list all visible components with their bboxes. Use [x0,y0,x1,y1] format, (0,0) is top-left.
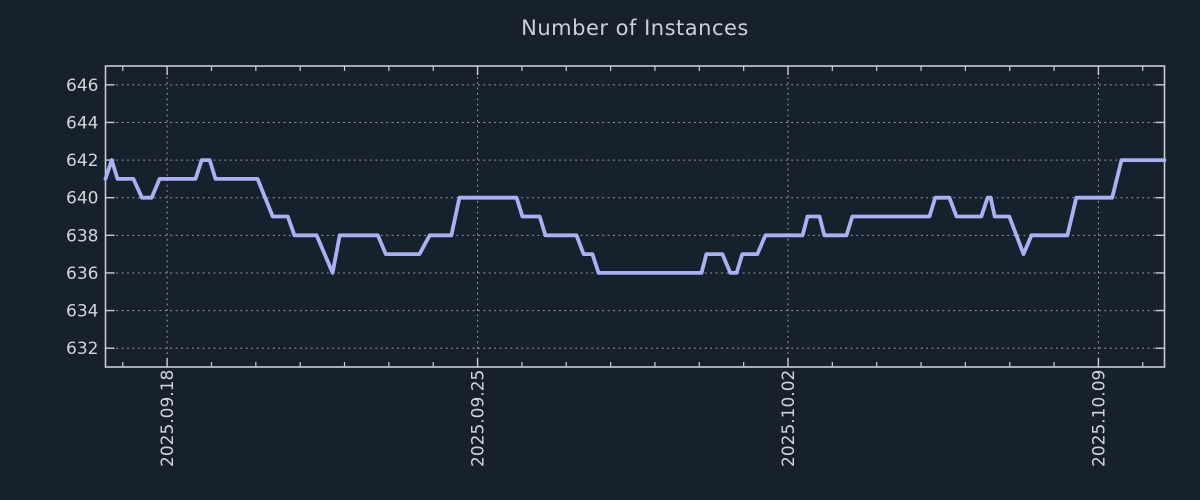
instances-series-line [103,158,1167,275]
y-tick-label: 642 [66,151,98,171]
plot-border [104,65,1166,368]
x-tick-label: 2025.10.09 [1089,370,1109,467]
y-tick-label: 638 [66,226,98,246]
y-tick-label: 640 [66,189,98,209]
y-tick-label: 644 [66,113,98,133]
x-tick-label: 2025.10.02 [779,370,799,467]
x-tick-label: 2025.09.25 [469,370,489,467]
y-tick-label: 646 [66,76,98,96]
y-tick-label: 636 [66,264,98,284]
y-tick-label: 634 [66,302,98,322]
x-tick-label: 2025.09.18 [158,370,178,467]
chart-title: Number of Instances [521,16,749,40]
y-tick-label: 632 [66,339,98,359]
